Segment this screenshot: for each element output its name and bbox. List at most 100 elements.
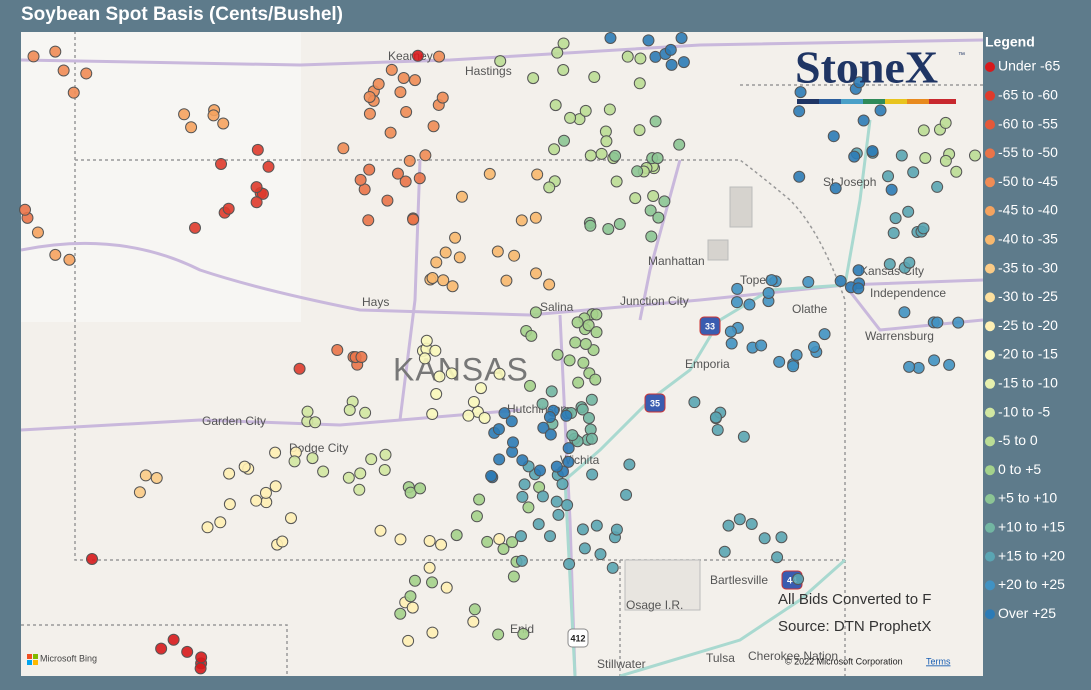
highway-shield [567,628,589,648]
bid-dot [561,499,574,512]
bid-dot [491,245,504,258]
bid-dot [223,467,236,480]
bid-dot [178,108,191,121]
legend-swatch [985,407,995,418]
bid-dot [86,552,99,565]
city-label: Garden City [202,414,266,428]
bid-dot [765,274,778,287]
bid-dot [250,494,263,507]
bid-dot [882,170,895,183]
bid-dot [827,130,840,143]
highway-number: 44 [787,575,797,585]
bid-dot [517,627,530,640]
legend-swatch [985,522,995,533]
bid-dot [557,64,570,77]
bid-dot [353,483,366,496]
legend-title: Legend [985,34,1035,50]
bid-dot [907,166,920,179]
legend-swatch [985,263,995,274]
legend-label: Over +25 [998,605,1056,621]
bid-dot [492,423,505,436]
bid-dot [675,32,688,44]
bid-dot [773,355,786,368]
bid-dot [420,334,433,347]
bid-dot [950,165,963,178]
bid-dot [634,52,647,65]
bid-dot [223,498,236,511]
city-label: Emporia [685,357,730,371]
bid-dot [590,326,603,339]
legend-label: +15 to +20 [998,547,1065,563]
bid-dot [610,175,623,188]
note: Source: DTN ProphetX [778,618,931,635]
legend-swatch [985,119,995,130]
bid-dot [379,448,392,461]
bid-dot [793,105,806,118]
bid-dot [621,50,634,63]
bid-dot [251,143,264,156]
bid-dot [852,282,865,295]
bid-dot [207,109,220,122]
bid-dot [155,642,168,655]
bid-dot [903,256,916,269]
bid-dot [429,344,442,357]
legend-label: -40 to -35 [998,231,1058,247]
bid-dot [426,272,439,285]
bid-dot [545,385,558,398]
bid-dot [49,45,62,58]
bid-dot [758,532,771,545]
bid-dot [470,510,483,523]
title: Soybean Spot Basis (Cents/Bushel) [21,4,343,25]
bid-dot [445,367,458,380]
bid-dot [866,145,879,158]
bid-dot [775,531,788,544]
bid-dot [342,471,355,484]
bid-dot [563,354,576,367]
bid-dot [557,37,570,50]
bid-dot [63,253,76,266]
legend-label: -60 to -55 [998,115,1058,131]
legend-label: -15 to -10 [998,375,1058,391]
bid-dot [468,603,481,616]
bid-dot [529,306,542,319]
terms-link[interactable]: Terms [926,656,951,666]
land-shade [21,32,301,322]
bid-dot [426,408,439,421]
bid-dot [394,86,407,99]
bid-dot [309,416,322,429]
bid-dot [423,534,436,547]
bid-dot [652,211,665,224]
bid-dot [722,519,735,532]
highway-number: 33 [705,321,715,331]
highway-shield [644,393,666,413]
bid-dot [433,50,446,63]
bid-dot [677,56,690,69]
bid-dot [647,190,660,203]
bid-dot [556,477,569,490]
bid-dot [462,409,475,422]
bid-dot [564,111,577,124]
bid-dot [402,634,415,647]
bid-dot [688,396,701,409]
bid-dot [603,103,616,116]
bid-dot [576,523,589,536]
bid-dot [762,286,775,299]
highway-number: 412 [570,633,585,643]
bid-dot [515,554,528,567]
bid-dot [474,382,487,395]
bid-dot [516,454,529,467]
bid-dot [600,135,613,148]
city-label: Bartlesville [710,573,768,587]
bid-dot [505,415,518,428]
bid-dot [578,542,591,555]
legend-label: -45 to -40 [998,202,1058,218]
bid-dot [853,76,866,89]
bid-dot [408,574,421,587]
bid-dot [238,460,251,473]
bid-dot [730,296,743,309]
bid-dot [399,175,412,188]
legend-label: +5 to +10 [998,490,1057,506]
bid-dot [572,376,585,389]
bid-dot [403,154,416,167]
city-label: Hays [362,295,389,309]
